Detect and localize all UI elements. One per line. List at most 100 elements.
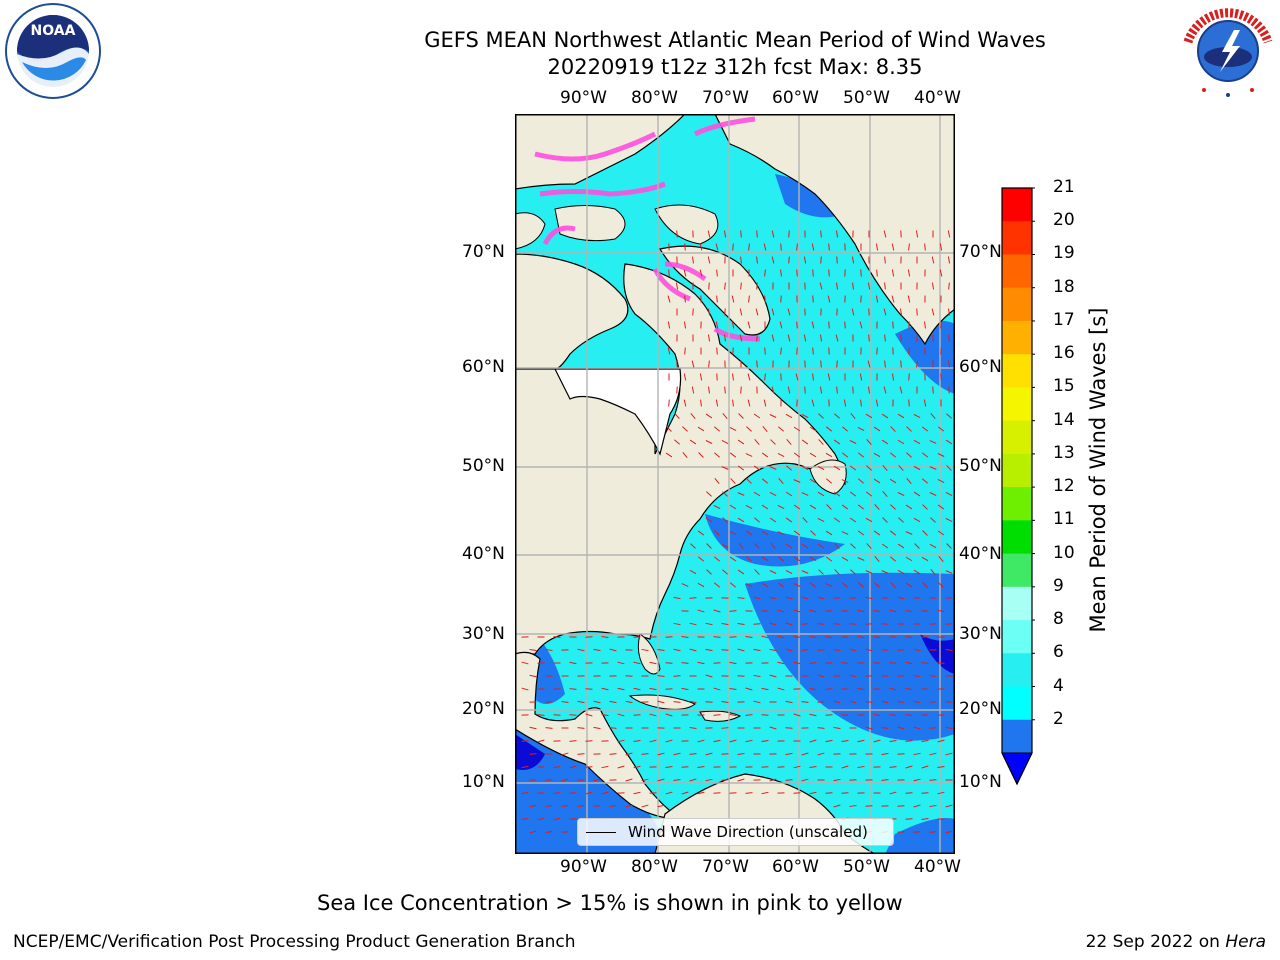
wind-arrow xyxy=(787,334,791,342)
wind-arrow xyxy=(521,818,529,820)
wind-arrow xyxy=(673,622,681,626)
wind-arrow xyxy=(601,765,609,769)
wind-arrow xyxy=(921,556,929,562)
wind-arrow xyxy=(729,426,737,432)
wind-arrow xyxy=(945,518,953,522)
wind-arrow xyxy=(729,792,737,794)
lon-label-top: 40°W xyxy=(914,88,961,108)
wind-arrow xyxy=(889,687,897,691)
colorbar-tick-label: 20 xyxy=(1053,210,1075,231)
wind-arrow xyxy=(714,530,720,536)
wind-arrow xyxy=(921,740,929,742)
wind-arrow xyxy=(761,635,769,639)
wind-arrow xyxy=(761,478,769,484)
wind-arrow xyxy=(740,282,742,290)
wind-arrow xyxy=(858,582,864,588)
wind-arrow xyxy=(793,713,801,717)
lat-label-right: 20°N xyxy=(959,699,1002,719)
wind-arrow xyxy=(913,491,921,497)
wind-arrow xyxy=(737,492,745,496)
wind-arrow xyxy=(683,321,687,329)
wind-arrow xyxy=(897,439,905,445)
wind-arrow xyxy=(756,256,758,264)
wind-arrow xyxy=(889,478,897,484)
wind-arrow xyxy=(882,464,888,472)
wind-arrow xyxy=(796,347,798,355)
wind-arrow xyxy=(673,778,681,782)
wind-arrow xyxy=(897,649,905,651)
wind-arrow xyxy=(913,569,921,575)
wind-arrow xyxy=(801,752,809,756)
wind-arrow xyxy=(819,282,823,290)
wind-arrow xyxy=(881,727,889,729)
wind-arrow xyxy=(922,582,928,588)
wind-arrow xyxy=(754,439,760,445)
lat-label-left: 40°N xyxy=(462,544,505,564)
wind-arrow xyxy=(761,504,769,510)
wind-arrow xyxy=(850,543,856,549)
wind-arrow xyxy=(793,426,801,432)
wind-arrow xyxy=(916,308,918,316)
wind-arrow xyxy=(739,334,743,342)
wind-arrow xyxy=(731,321,735,329)
lon-label-bottom: 50°W xyxy=(843,857,890,877)
wind-arrow xyxy=(739,308,743,316)
wind-arrow xyxy=(771,256,775,264)
lat-label-right: 40°N xyxy=(959,544,1002,564)
wind-arrow xyxy=(865,726,873,730)
wind-arrow xyxy=(905,740,913,742)
wind-arrow xyxy=(721,439,729,445)
wind-arrow xyxy=(762,425,768,433)
map-svg xyxy=(515,114,955,854)
wind-arrow xyxy=(763,243,767,251)
wind-arrow xyxy=(921,636,929,638)
wind-arrow xyxy=(804,386,806,394)
wind-arrow xyxy=(841,765,849,769)
wind-arrow xyxy=(833,700,841,704)
colorbar-segment xyxy=(1002,254,1032,289)
wind-arrow xyxy=(633,636,641,638)
wind-arrow xyxy=(809,609,817,613)
lat-label-left: 70°N xyxy=(462,242,505,262)
wind-arrow xyxy=(529,726,537,730)
wind-arrow xyxy=(729,739,737,743)
wind-arrow xyxy=(922,530,928,536)
wind-arrow xyxy=(945,701,953,703)
wind-arrow xyxy=(785,622,793,626)
wind-arrow xyxy=(529,674,537,678)
wind-arrow xyxy=(929,831,937,833)
wind-arrow xyxy=(913,831,921,833)
wind-arrow xyxy=(841,479,849,483)
wind-arrow xyxy=(916,334,918,342)
wind-arrow xyxy=(857,504,865,510)
colorbar-tick-label: 9 xyxy=(1053,575,1064,596)
wind-arrow xyxy=(657,804,665,808)
wind-arrow xyxy=(764,347,766,355)
wind-arrow xyxy=(929,752,937,756)
wind-arrow xyxy=(875,295,879,303)
wind-arrow xyxy=(657,778,665,782)
wind-arrow xyxy=(673,675,681,677)
wind-arrow xyxy=(769,414,777,418)
wind-arrow xyxy=(809,426,817,432)
wind-arrow xyxy=(707,308,711,316)
wind-arrow xyxy=(905,531,913,535)
wind-arrow xyxy=(745,636,753,638)
wind-arrow xyxy=(905,556,913,562)
colorbar-segment xyxy=(1002,354,1032,388)
wind-arrow xyxy=(945,648,953,652)
wind-arrow xyxy=(732,347,734,355)
wind-arrow xyxy=(817,466,825,470)
wind-arrow xyxy=(929,492,937,496)
legend-label: Wind Wave Direction (unscaled) xyxy=(628,823,868,841)
wind-arrow xyxy=(761,452,769,458)
wind-arrow xyxy=(787,386,791,394)
wind-arrow xyxy=(906,477,912,485)
colorbar-tick-label: 18 xyxy=(1053,276,1075,297)
lat-label-left: 50°N xyxy=(462,456,505,476)
wind-arrow xyxy=(770,439,776,445)
wind-arrow xyxy=(892,321,894,329)
wind-arrow xyxy=(769,726,777,730)
lon-label-top: 70°W xyxy=(702,88,749,108)
wind-arrow xyxy=(890,426,896,432)
